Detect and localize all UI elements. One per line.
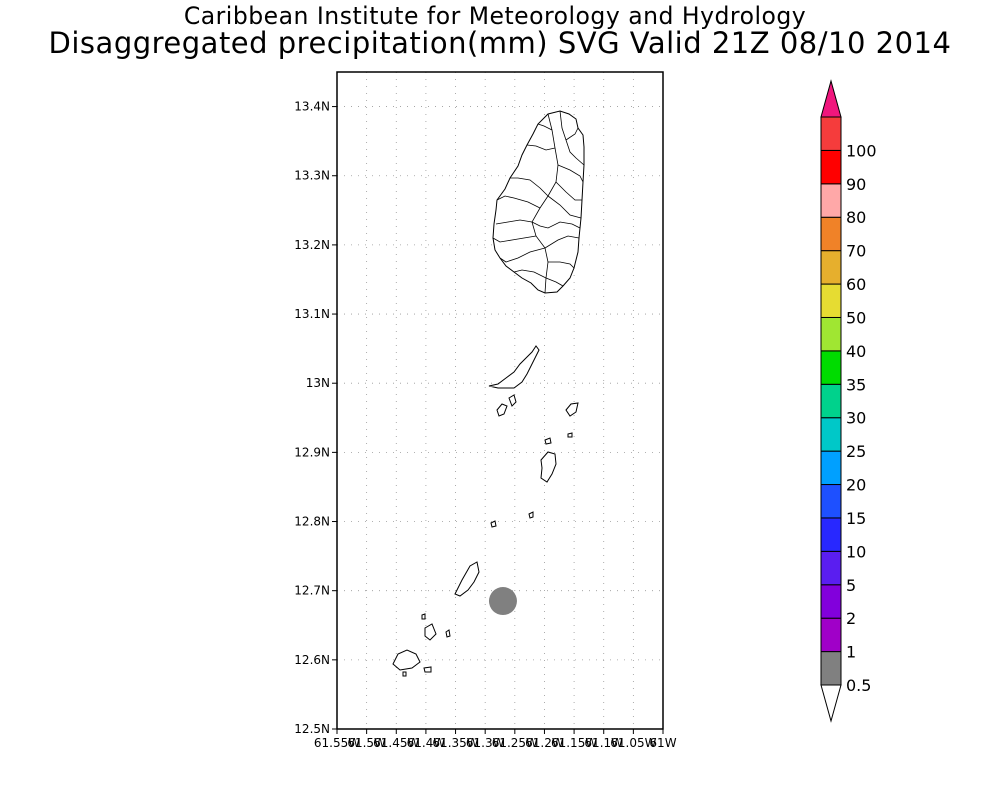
- colorbar-swatch: [820, 651, 842, 686]
- colorbar-swatch: [820, 417, 842, 452]
- colorbar-level-label: 30: [846, 409, 866, 428]
- colorbar-swatch: [820, 517, 842, 552]
- x-tick-label: 61.25W: [492, 736, 538, 750]
- y-tick-label: 13N: [306, 376, 330, 390]
- colorbar-level-label: 5: [846, 576, 856, 595]
- colorbar-swatch: [820, 383, 842, 419]
- chart-subtitle: Disaggregated precipitation(mm) SVG Vali…: [48, 26, 952, 60]
- colorbar-swatch: [820, 617, 842, 653]
- colorbar-level-label: 80: [846, 208, 866, 227]
- colorbar-level-label: 40: [846, 342, 866, 361]
- colorbar-level-label: 2: [846, 609, 856, 628]
- x-tick-label: 61.15W: [551, 736, 597, 750]
- y-tick-label: 12.9N: [294, 445, 330, 459]
- colorbar-under-arrow: [820, 684, 842, 723]
- coastline-grenadines: [392, 345, 579, 677]
- precip-cell: [488, 587, 517, 616]
- y-tick-label: 12.8N: [294, 515, 330, 529]
- y-tick-label: 13.3N: [294, 169, 330, 183]
- x-tick-label: 61.35W: [432, 736, 478, 750]
- colorbar-level-label: 25: [846, 442, 866, 461]
- colorbar-swatch: [820, 116, 842, 151]
- colorbar-swatch: [820, 216, 842, 252]
- x-tick-label: 61.55W: [314, 736, 360, 750]
- colorbar-swatch: [820, 149, 842, 185]
- y-tick-label: 12.6N: [294, 653, 330, 667]
- x-tick-label: 61W: [649, 736, 676, 750]
- colorbar-swatch: [820, 183, 842, 218]
- map-frame: [336, 71, 664, 730]
- y-tick-label: 12.5N: [294, 722, 330, 736]
- colorbar-level-label: 90: [846, 175, 866, 194]
- colorbar-level-label: 10: [846, 542, 866, 561]
- x-tick-label: 61.4W: [407, 736, 446, 750]
- precipitation-cells: [488, 587, 517, 616]
- colorbar-swatch: [820, 250, 842, 285]
- colorbar-level-label: 50: [846, 308, 866, 327]
- chart-title: Caribbean Institute for Meteorology and …: [183, 2, 807, 30]
- colorbar-swatch: [820, 484, 842, 519]
- y-tick-label: 12.7N: [294, 584, 330, 598]
- x-tick-label: 61.2W: [525, 736, 564, 750]
- colorbar-over-arrow: [820, 79, 842, 118]
- colorbar-swatch: [820, 450, 842, 486]
- coastline-st-vincent: [492, 110, 585, 294]
- y-tick-label: 13.4N: [294, 100, 330, 114]
- colorbar-level-label: 15: [846, 509, 866, 528]
- x-tick-label: 61.5W: [347, 736, 386, 750]
- x-axis: 61.55W61.5W61.45W61.4W61.35W61.3W61.25W6…: [314, 729, 677, 750]
- colorbar-level-label: 35: [846, 375, 866, 394]
- grid-lines: [336, 72, 664, 730]
- colorbar-swatch: [820, 283, 842, 318]
- y-tick-label: 13.1N: [294, 307, 330, 321]
- x-tick-label: 61.1W: [584, 736, 623, 750]
- y-tick-label: 13.2N: [294, 238, 330, 252]
- colorbar-swatch: [820, 350, 842, 385]
- y-axis: 13.4N 13.3N 13.2N 13.1N 13N 12.9N 12.8N 12.7N 12…: [294, 100, 337, 736]
- colorbar-level-label: 60: [846, 275, 866, 294]
- x-tick-label: 61.05W: [610, 736, 656, 750]
- colorbar-level-label: 70: [846, 242, 866, 261]
- colorbar-level-label: 1: [846, 643, 856, 662]
- colorbar-level-label: 20: [846, 476, 866, 495]
- colorbar-swatch: [820, 316, 842, 352]
- colorbar-swatch: [820, 550, 842, 586]
- colorbar-level-label: 100: [846, 141, 877, 160]
- x-tick-label: 61.45W: [373, 736, 419, 750]
- x-tick-label: 61.3W: [466, 736, 505, 750]
- colorbar-level-label: 0.5: [846, 676, 871, 695]
- colorbar-swatch: [820, 584, 842, 619]
